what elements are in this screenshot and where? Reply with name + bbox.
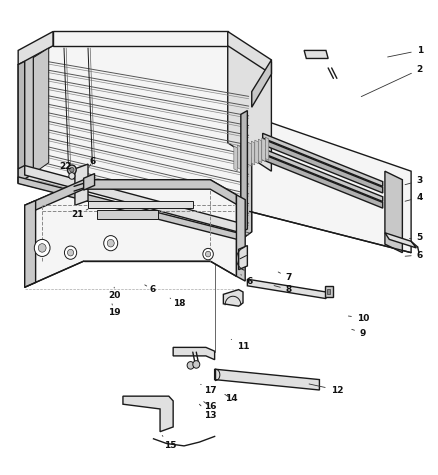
Polygon shape	[75, 164, 88, 205]
Text: 6: 6	[89, 157, 95, 166]
Polygon shape	[123, 396, 173, 432]
Polygon shape	[18, 61, 25, 169]
Text: 22: 22	[59, 162, 71, 171]
Circle shape	[187, 361, 194, 369]
Polygon shape	[25, 200, 35, 287]
Polygon shape	[258, 139, 262, 162]
Polygon shape	[215, 369, 319, 390]
Circle shape	[34, 239, 50, 256]
Polygon shape	[18, 169, 241, 240]
Polygon shape	[173, 347, 215, 360]
Polygon shape	[247, 279, 326, 299]
Polygon shape	[244, 143, 248, 167]
Text: 6: 6	[405, 250, 423, 259]
Polygon shape	[263, 149, 383, 201]
Text: 3: 3	[405, 176, 423, 185]
Polygon shape	[251, 141, 255, 165]
Circle shape	[38, 244, 46, 252]
Text: 5: 5	[410, 233, 423, 242]
Polygon shape	[18, 31, 53, 65]
Circle shape	[70, 167, 74, 172]
Polygon shape	[25, 165, 241, 233]
Polygon shape	[84, 173, 95, 190]
Text: 17: 17	[201, 384, 216, 395]
Text: 11: 11	[231, 339, 249, 351]
Polygon shape	[248, 142, 251, 166]
Text: 18: 18	[170, 298, 186, 308]
Circle shape	[193, 361, 200, 368]
Circle shape	[107, 239, 114, 247]
Text: 14: 14	[225, 394, 237, 403]
Circle shape	[104, 236, 118, 251]
Polygon shape	[252, 60, 272, 107]
Text: 12: 12	[309, 384, 343, 395]
Text: 10: 10	[348, 314, 369, 323]
Polygon shape	[241, 106, 252, 240]
Text: 16: 16	[204, 402, 216, 411]
Polygon shape	[255, 140, 258, 164]
Text: 21: 21	[71, 209, 88, 219]
Polygon shape	[234, 146, 237, 171]
Polygon shape	[237, 195, 245, 281]
Polygon shape	[25, 180, 237, 287]
Polygon shape	[250, 115, 411, 253]
Polygon shape	[228, 34, 272, 171]
Polygon shape	[263, 154, 383, 208]
Text: 4: 4	[405, 193, 423, 202]
Text: 13: 13	[199, 404, 216, 419]
Text: 8: 8	[274, 285, 292, 294]
Polygon shape	[18, 177, 241, 240]
Text: 6: 6	[241, 275, 253, 285]
Circle shape	[67, 165, 76, 174]
Text: 20: 20	[108, 287, 120, 300]
Text: 7: 7	[278, 272, 292, 282]
Polygon shape	[53, 31, 228, 46]
Polygon shape	[241, 144, 244, 169]
Polygon shape	[223, 290, 243, 306]
Polygon shape	[97, 210, 158, 218]
Polygon shape	[33, 48, 49, 173]
Polygon shape	[385, 233, 417, 248]
Polygon shape	[237, 145, 241, 170]
Polygon shape	[18, 55, 33, 183]
Text: 15: 15	[162, 436, 177, 450]
Text: 9: 9	[352, 329, 366, 338]
Polygon shape	[262, 138, 265, 162]
Text: 6: 6	[145, 285, 156, 294]
Text: 19: 19	[108, 304, 120, 317]
Polygon shape	[385, 171, 403, 253]
Circle shape	[69, 172, 75, 179]
Polygon shape	[239, 246, 247, 270]
Polygon shape	[88, 200, 193, 208]
Circle shape	[67, 249, 74, 256]
Polygon shape	[241, 111, 247, 233]
Circle shape	[64, 246, 77, 259]
Bar	[325, 286, 332, 297]
Polygon shape	[228, 31, 272, 74]
Circle shape	[205, 251, 211, 257]
Polygon shape	[25, 180, 237, 215]
Text: 2: 2	[361, 65, 423, 96]
Polygon shape	[31, 46, 252, 240]
Polygon shape	[263, 133, 383, 186]
Polygon shape	[304, 50, 328, 58]
Bar	[327, 289, 330, 294]
Polygon shape	[263, 139, 383, 193]
Polygon shape	[265, 137, 269, 160]
Text: 1: 1	[388, 46, 423, 57]
Circle shape	[203, 248, 213, 260]
